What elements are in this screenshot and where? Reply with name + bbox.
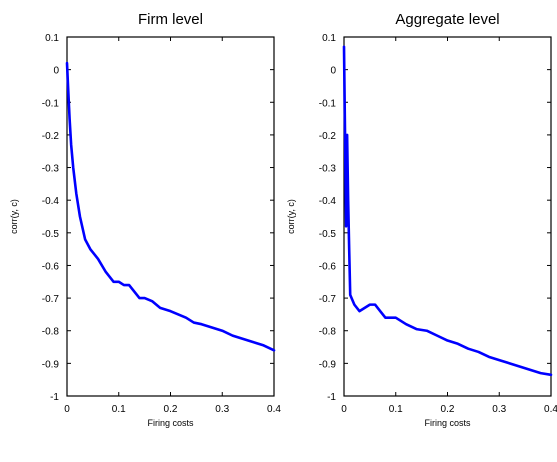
x-tick-label: 0.3 (492, 404, 506, 415)
x-tick-label: 0 (64, 404, 70, 415)
x-axis-label: Firing costs (424, 418, 471, 428)
y-tick-label: -0.9 (42, 359, 60, 370)
x-tick-label: 0.1 (112, 404, 126, 415)
chart-title: Aggregate level (395, 11, 499, 28)
y-tick-label: -0.8 (42, 327, 60, 338)
chart-title: Firm level (138, 11, 203, 28)
y-tick-label: -0.9 (319, 359, 337, 370)
y-tick-label: -0.4 (319, 196, 337, 207)
plot-frame (343, 36, 552, 397)
y-tick-label: -0.3 (42, 164, 60, 175)
x-tick-label: 0.2 (164, 404, 178, 415)
series-line-1 (65, 61, 276, 352)
y-tick-label: -0.2 (319, 131, 337, 142)
x-axis-label: Firing costs (147, 418, 194, 428)
y-tick-label: -0.7 (319, 294, 337, 305)
y-tick-label: -0.7 (42, 294, 60, 305)
y-tick-label: -0.4 (42, 196, 60, 207)
y-tick-label: -0.5 (42, 229, 60, 240)
series-line-1 (342, 45, 553, 377)
y-axis-label: corr(y, c) (286, 199, 296, 234)
y-axis-label: corr(y, c) (9, 199, 19, 234)
y-tick-label: 0 (330, 66, 336, 77)
x-tick-label: 0.2 (441, 404, 455, 415)
y-tick-label: -0.8 (319, 327, 337, 338)
panel-1: Firm level 0.1 0 -0.1 -0.2 -0.3 -0.4 -0.5 -0.6 -0… (9, 11, 281, 428)
y-tick-label: -0.2 (42, 131, 60, 142)
y-tick-label: 0.1 (45, 33, 59, 44)
y-tick-label: -0.6 (42, 261, 60, 272)
x-tick-label: 0 (341, 404, 347, 415)
x-tick-label: 0.4 (544, 404, 557, 415)
y-tick-label: 0.1 (322, 33, 336, 44)
y-tick-label: -0.1 (319, 98, 337, 109)
x-tick-label: 0.1 (389, 404, 403, 415)
plot-frame (66, 36, 275, 397)
y-tick-label: 0 (53, 66, 59, 77)
y-tick-label: -0.5 (319, 229, 337, 240)
y-tick-label: -0.6 (319, 261, 337, 272)
panel-2: Aggregate level 0.1 0 -0.1 -0.2 -0.3 -0.4 -0.5 -… (286, 11, 557, 428)
y-tick-label: -1 (327, 392, 336, 403)
x-tick-label: 0.3 (215, 404, 229, 415)
x-tick-label: 0.4 (267, 404, 281, 415)
y-tick-label: -0.1 (42, 98, 60, 109)
y-tick-label: -1 (50, 392, 59, 403)
y-tick-label: -0.3 (319, 164, 337, 175)
